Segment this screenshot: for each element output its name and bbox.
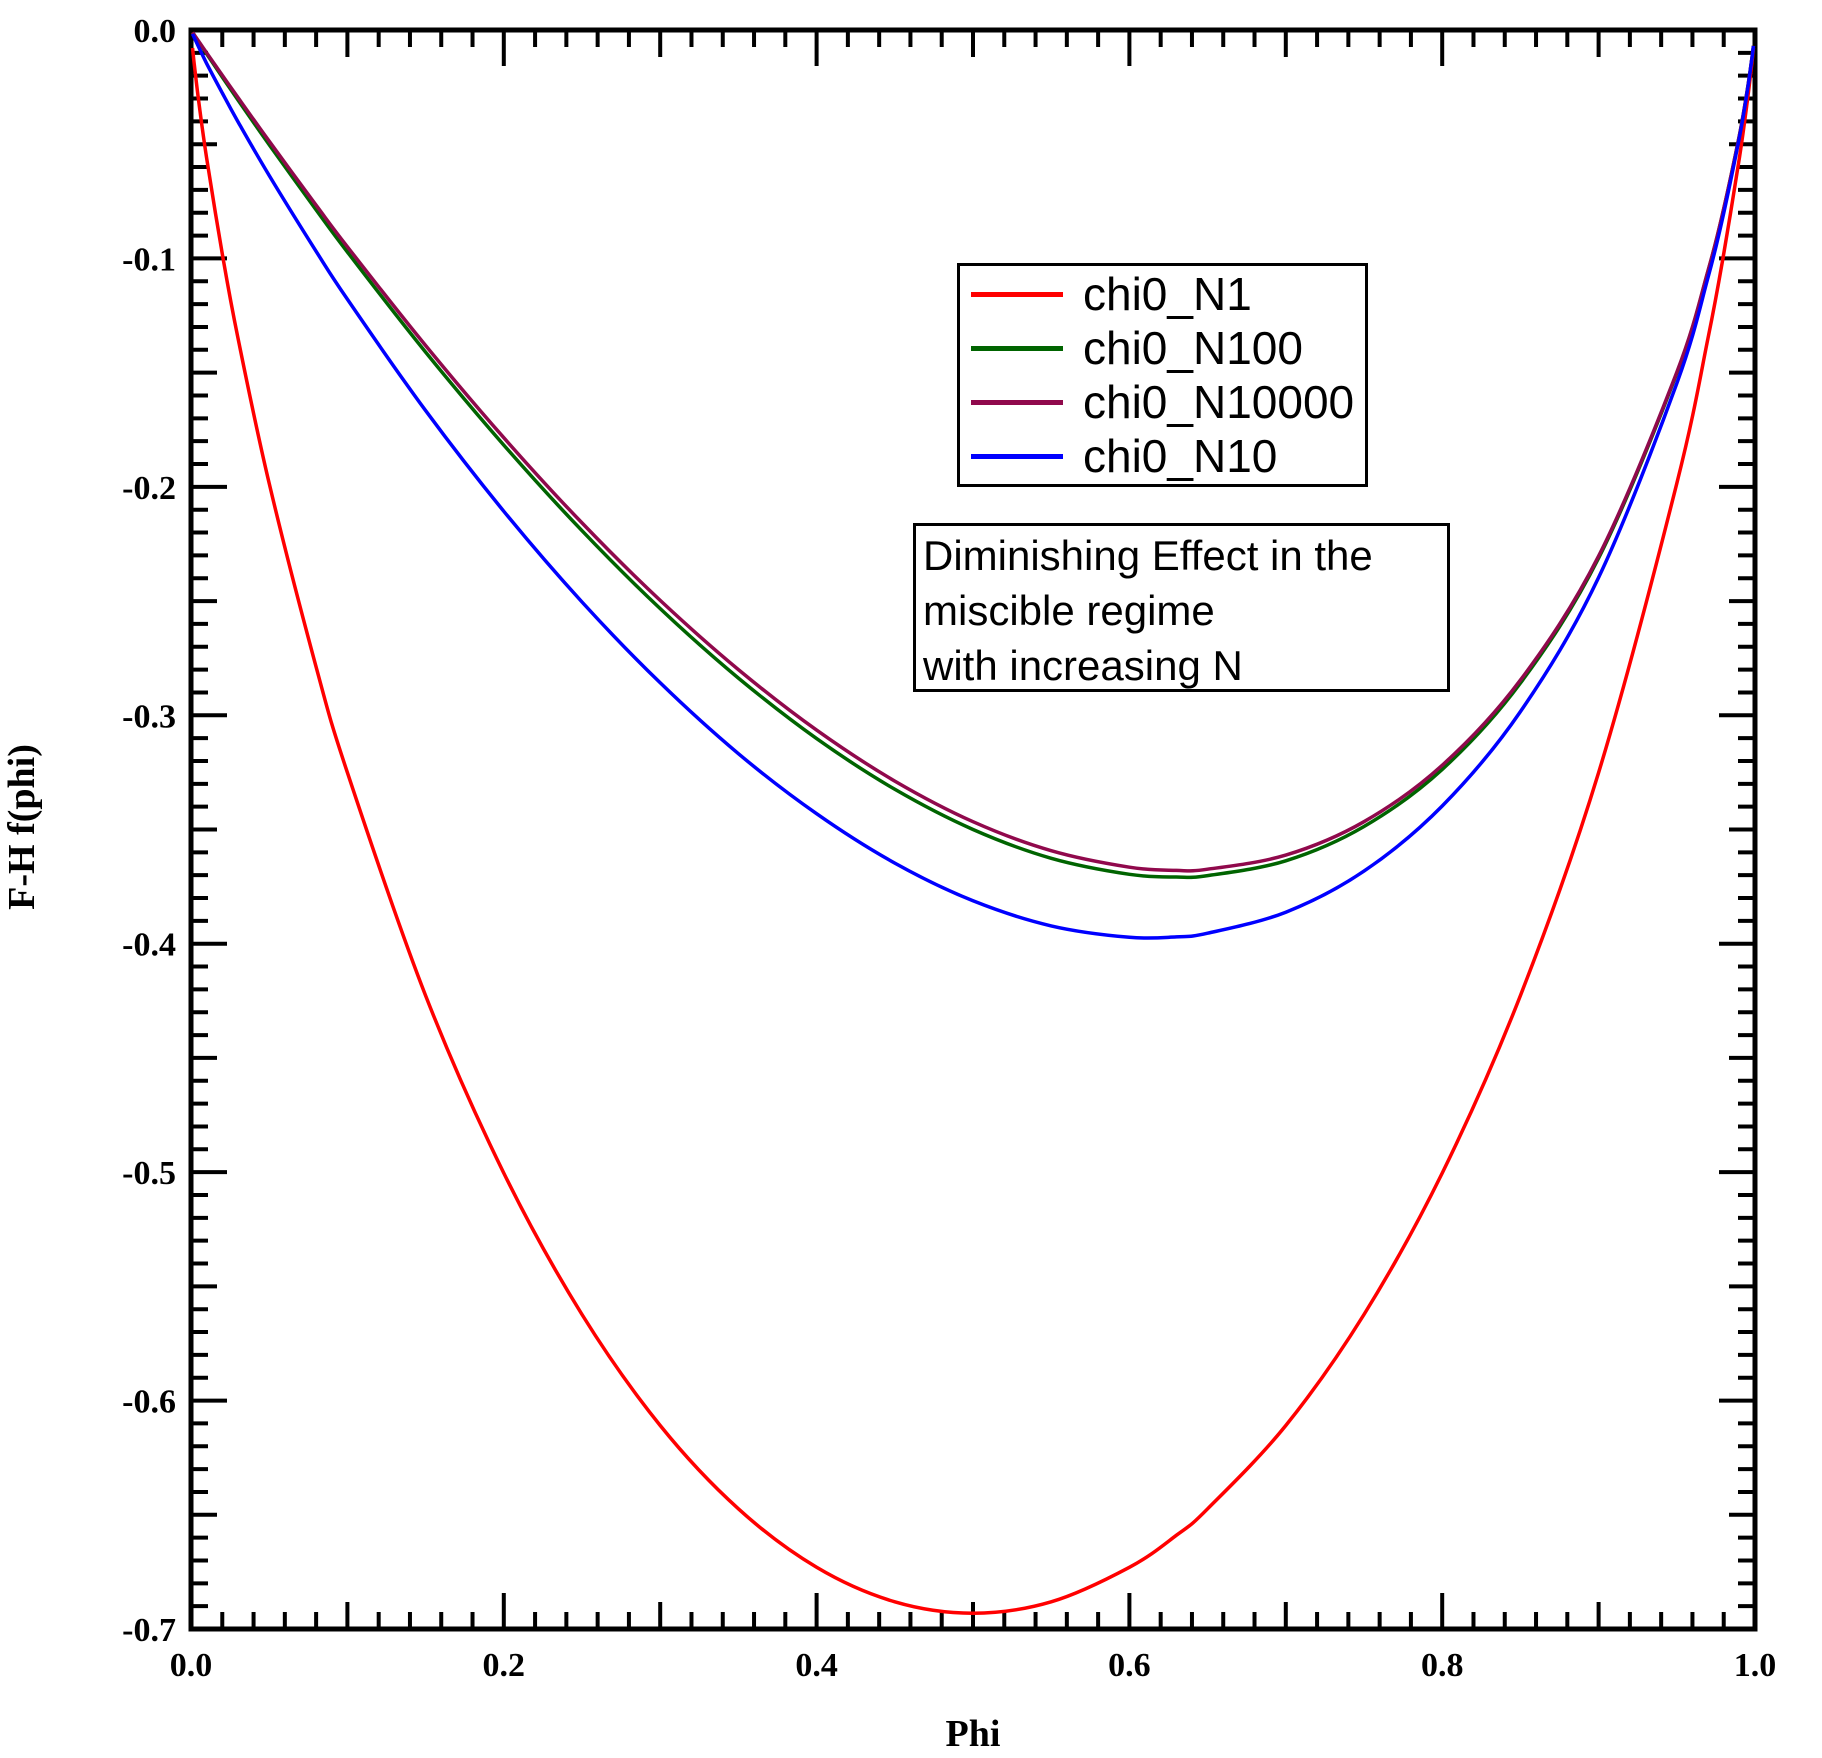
y-tick-label: -0.7 <box>122 1612 176 1649</box>
x-tick-label: 1.0 <box>1734 1647 1777 1684</box>
curve-chi0_N10 <box>190 33 1756 940</box>
legend-label: chi0_N1 <box>1083 268 1252 320</box>
curve-chi0_N10000 <box>191 31 1756 873</box>
legend-item-chi0_N100: chi0_N100 <box>960 322 1365 374</box>
x-axis-title: Phi <box>945 1713 1001 1755</box>
curve-chi0_N1 <box>190 47 1756 1615</box>
y-tick-label: -0.3 <box>122 698 176 735</box>
y-tick-label: -0.5 <box>122 1155 176 1192</box>
annotation-line-2: miscible regime <box>923 587 1215 634</box>
x-tick-label: 0.6 <box>1108 1647 1151 1684</box>
x-tick-label: 0.2 <box>483 1647 526 1684</box>
legend-box: chi0_N1 chi0_N100 chi0_N10000 chi0_N10 <box>957 263 1368 487</box>
legend-item-chi0_N1: chi0_N1 <box>960 268 1365 320</box>
y-tick-label: 0.0 <box>134 13 177 50</box>
legend-label: chi0_N10000 <box>1083 376 1355 428</box>
y-tick-labels: 0.0 -0.1 -0.2 -0.3 -0.4 -0.5 -0.6 -0.7 <box>122 13 176 1649</box>
x-tick-labels: 0.0 0.2 0.4 0.6 0.8 1.0 <box>170 1647 1777 1684</box>
x-ticks <box>220 30 1726 1629</box>
annotation-box: Diminishing Effect in the miscible regim… <box>913 523 1450 692</box>
legend-item-chi0_N10000: chi0_N10000 <box>960 376 1365 428</box>
legend-line-sample-chi0_N10000 <box>971 399 1063 405</box>
y-axis-title: F-H f(phi) <box>1 744 43 910</box>
legend-item-chi0_N10: chi0_N10 <box>960 430 1365 482</box>
x-tick-label: 0.8 <box>1421 1647 1464 1684</box>
y-tick-label: -0.2 <box>122 470 176 507</box>
legend-line-sample-chi0_N1 <box>971 291 1063 297</box>
legend-label: chi0_N10 <box>1083 430 1278 482</box>
legend-label: chi0_N100 <box>1083 322 1303 374</box>
y-tick-label: -0.6 <box>122 1384 176 1421</box>
annotation-line-1: Diminishing Effect in the <box>923 532 1373 579</box>
annotation-line-3: with increasing N <box>923 642 1243 689</box>
x-tick-label: 0.4 <box>795 1647 838 1684</box>
y-ticks <box>191 50 1755 1609</box>
legend-line-sample-chi0_N10 <box>971 453 1063 459</box>
legend-line-sample-chi0_N100 <box>971 345 1063 351</box>
y-tick-label: -0.1 <box>122 241 176 278</box>
y-tick-label: -0.4 <box>122 927 176 964</box>
x-tick-label: 0.0 <box>170 1647 213 1684</box>
